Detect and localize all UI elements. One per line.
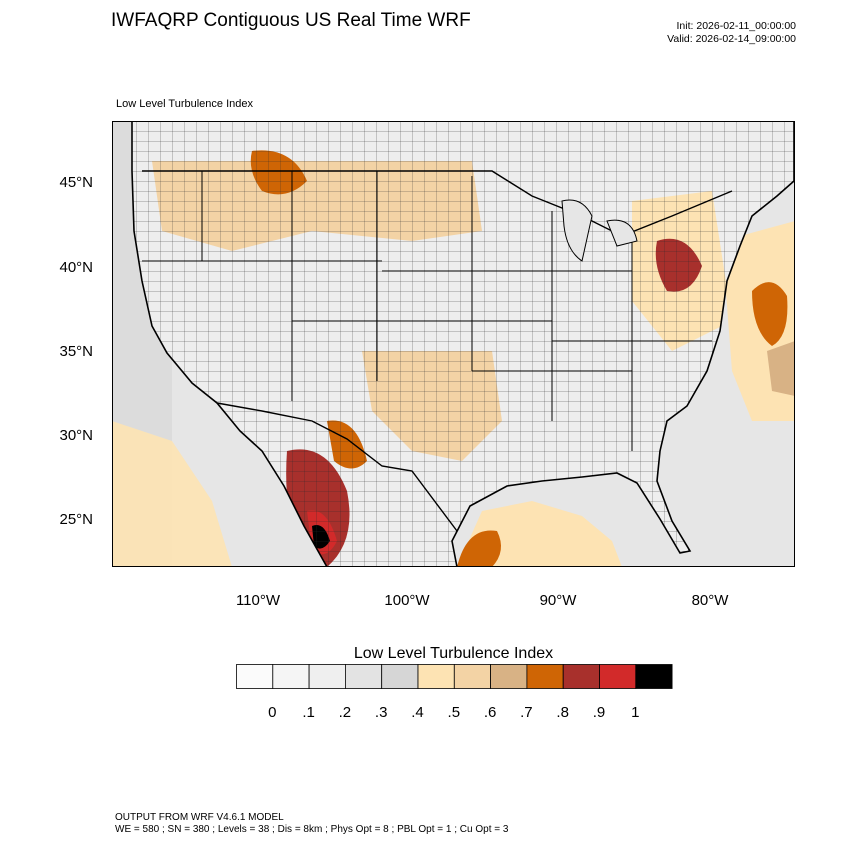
colorbar-tick-label: .8 [556,704,569,721]
state-lines [142,171,712,451]
footer-model-info: OUTPUT FROM WRF V4.6.1 MODEL [115,812,284,823]
colorbar-tick-label: .5 [447,704,461,721]
colorbar-tick-label: .9 [592,704,606,721]
lon-label-90w: 90°W [539,592,577,609]
colorbar-tick-label: .4 [411,704,424,721]
lat-label-30n: 30°N [59,427,93,444]
gulf-core [457,530,501,567]
colorbar-box [635,664,673,689]
colorbar-box [417,664,455,689]
colorbar-box [345,664,383,689]
colorbar-tick-label: .1 [302,704,315,721]
colorbar-box [308,664,346,689]
pacific-coastal-band [112,421,232,567]
colorbar-title: Low Level Turbulence Index [353,645,554,662]
lon-label-80w: 80°W [691,592,729,609]
forecast-map [112,121,795,567]
great-lakes [561,199,638,262]
lat-label-45n: 45°N [59,174,93,191]
footer-model-settings: WE = 580 ; SN = 380 ; Levels = 38 ; Dis … [115,824,509,835]
init-time: Init: 2026-02-11_00:00:00 [676,20,796,32]
atlantic-mid-zone [767,341,795,396]
colorbar-tick-label: .2 [338,704,352,721]
colorbar-box [490,664,528,689]
lat-label-25n: 25°N [59,511,93,528]
lon-label-100w: 100°W [384,592,430,609]
colorbar-tick-label: 0 [268,704,277,721]
colorbar-box [562,664,600,689]
field-subtitle: Low Level Turbulence Index [116,98,253,110]
colorbar-tick-label: .6 [483,704,497,721]
map-border [112,121,795,567]
colorbar-tick-label: 1 [631,704,640,721]
colorbar-box [526,664,564,689]
colorbar [236,664,673,689]
us-mexico-border [216,402,458,532]
colorbar-box [381,664,419,689]
main-title: IWFAQRP Contiguous US Real Time WRF [111,10,471,31]
colorbar-tick-label: .3 [374,704,388,721]
colorbar-box [236,664,274,689]
colorbar-box [453,664,492,689]
colorbar-box [272,664,310,689]
valid-time: Valid: 2026-02-14_09:00:00 [667,33,796,45]
colorbar-box [599,664,637,689]
colorbar-tick-label: .7 [520,704,533,721]
lat-label-35n: 35°N [59,343,93,360]
atlantic-high-zone [752,282,788,346]
lon-label-110w: 110°W [235,592,281,609]
lat-label-40n: 40°N [59,259,93,276]
